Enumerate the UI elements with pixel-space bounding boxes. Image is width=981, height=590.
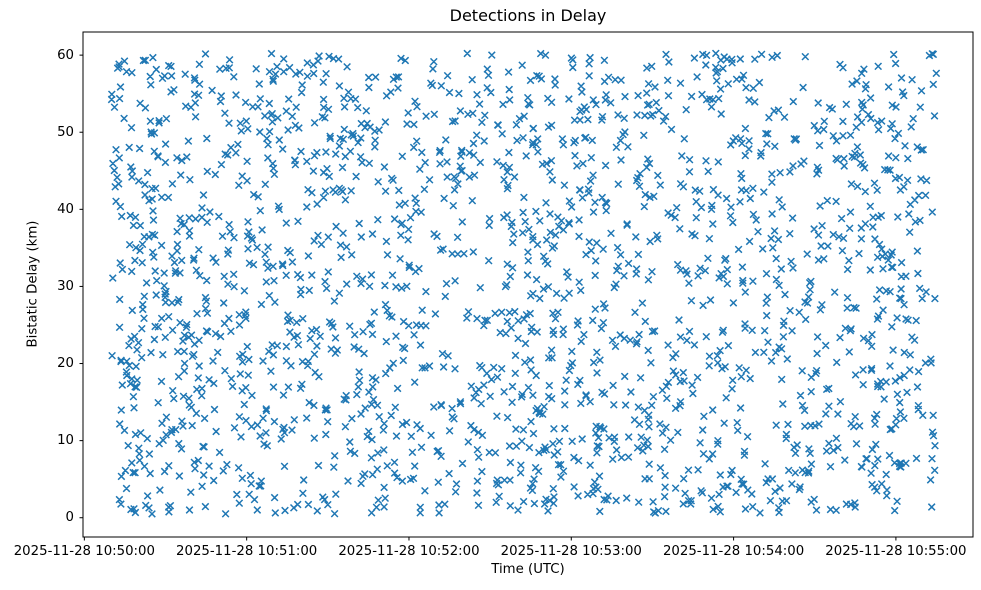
y-tick-label: 20 xyxy=(57,356,74,372)
x-tick-label: 2025-11-28 10:54:00 xyxy=(662,544,805,559)
y-tick-label: 10 xyxy=(57,433,74,449)
x-tick-label: 2025-11-28 10:52:00 xyxy=(338,544,480,559)
y-tick-label: 40 xyxy=(57,201,74,217)
y-tick-label: 0 xyxy=(65,510,74,526)
x-tick-label: 2025-11-28 10:55:00 xyxy=(825,544,967,559)
y-tick-label: 30 xyxy=(57,278,74,294)
chart-title: Detections in Delay xyxy=(449,6,607,25)
y-tick-label: 60 xyxy=(57,47,74,63)
x-tick-label: 2025-11-28 10:51:00 xyxy=(176,544,318,559)
x-tick-label: 2025-11-28 10:53:00 xyxy=(500,544,642,559)
y-tick-label: 50 xyxy=(57,124,74,140)
x-axis-label: Time (UTC) xyxy=(491,562,565,577)
scatter-points xyxy=(107,49,941,518)
axes-frame xyxy=(82,31,974,538)
x-tick-label: 2025-11-28 10:50:00 xyxy=(13,544,155,559)
